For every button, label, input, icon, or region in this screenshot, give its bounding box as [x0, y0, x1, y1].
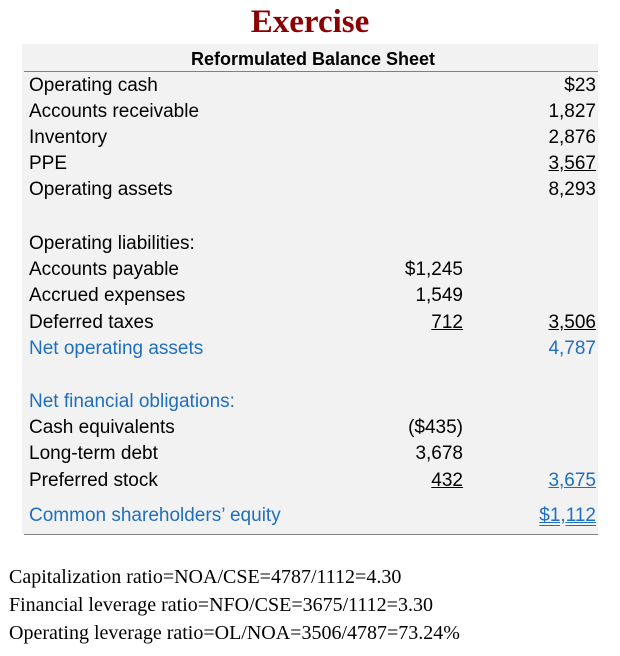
row-subvalue: 712: [431, 312, 463, 333]
row-deferred-taxes: Deferred taxes 712 3,506: [0, 311, 620, 335]
row-net-operating-assets: Net operating assets 4,787: [0, 337, 620, 361]
row-label: Accounts receivable: [29, 101, 200, 122]
row-label: PPE: [29, 153, 68, 174]
row-total: 2,876: [548, 127, 596, 148]
financial-leverage-ratio: Financial leverage ratio=NFO/CSE=3675/11…: [9, 594, 433, 616]
section-heading: Net financial obligations:: [29, 391, 235, 412]
row-inventory: Inventory 2,876: [0, 126, 620, 150]
page-title: Exercise: [250, 4, 370, 40]
row-label: Accounts payable: [29, 259, 179, 280]
balance-sheet-panel: [22, 44, 598, 534]
row-total: $1,112: [539, 505, 596, 526]
row-subvalue: ($435): [408, 417, 463, 438]
balance-sheet-title: Reformulated Balance Sheet: [190, 49, 436, 69]
row-label: Cash equivalents: [29, 417, 175, 438]
row-total: 3,506: [548, 312, 596, 333]
row-total: $23: [564, 75, 596, 96]
row-nfo-header: Net financial obligations:: [0, 390, 620, 414]
row-total: 1,827: [548, 101, 596, 122]
row-label: Accrued expenses: [29, 285, 186, 306]
row-subvalue: 1,549: [415, 285, 463, 306]
row-total: 3,567: [548, 153, 596, 174]
row-operating-cash: Operating cash $23: [0, 74, 620, 98]
row-operating-assets: Operating assets 8,293: [0, 178, 620, 202]
row-cash-equivalents: Cash equivalents ($435): [0, 416, 620, 440]
section-heading: Operating liabilities:: [29, 233, 195, 254]
header-divider: [24, 71, 598, 72]
row-accrued-expenses: Accrued expenses 1,549: [0, 284, 620, 308]
row-subvalue: 3,678: [415, 443, 463, 464]
row-total: 8,293: [548, 179, 596, 200]
capitalization-ratio: Capitalization ratio=NOA/CSE=4787/1112=4…: [9, 566, 402, 588]
row-subvalue: $1,245: [404, 259, 463, 280]
row-long-term-debt: Long-term debt 3,678: [0, 442, 620, 466]
row-total: 4,787: [548, 338, 596, 359]
row-label: Inventory: [29, 127, 108, 148]
row-ppe: PPE 3,567: [0, 152, 620, 176]
operating-leverage-ratio: Operating leverage ratio=OL/NOA=3506/478…: [9, 622, 460, 644]
row-label: Common shareholders’ equity: [29, 505, 281, 526]
row-accounts-payable: Accounts payable $1,245: [0, 258, 620, 282]
row-preferred-stock: Preferred stock 432 3,675: [0, 469, 620, 493]
row-label: Deferred taxes: [29, 312, 154, 333]
row-total: 3,675: [548, 470, 596, 491]
row-label: Preferred stock: [29, 470, 158, 491]
row-label: Operating assets: [29, 179, 173, 200]
row-accounts-receivable: Accounts receivable 1,827: [0, 100, 620, 124]
footer-divider: [24, 534, 598, 535]
row-operating-liabilities-header: Operating liabilities:: [0, 232, 620, 256]
row-label: Operating cash: [29, 75, 158, 96]
row-subvalue: 432: [431, 470, 463, 491]
row-label: Long-term debt: [29, 443, 158, 464]
row-label: Net operating assets: [29, 338, 204, 359]
row-common-equity: Common shareholders’ equity $1,112: [0, 504, 620, 528]
